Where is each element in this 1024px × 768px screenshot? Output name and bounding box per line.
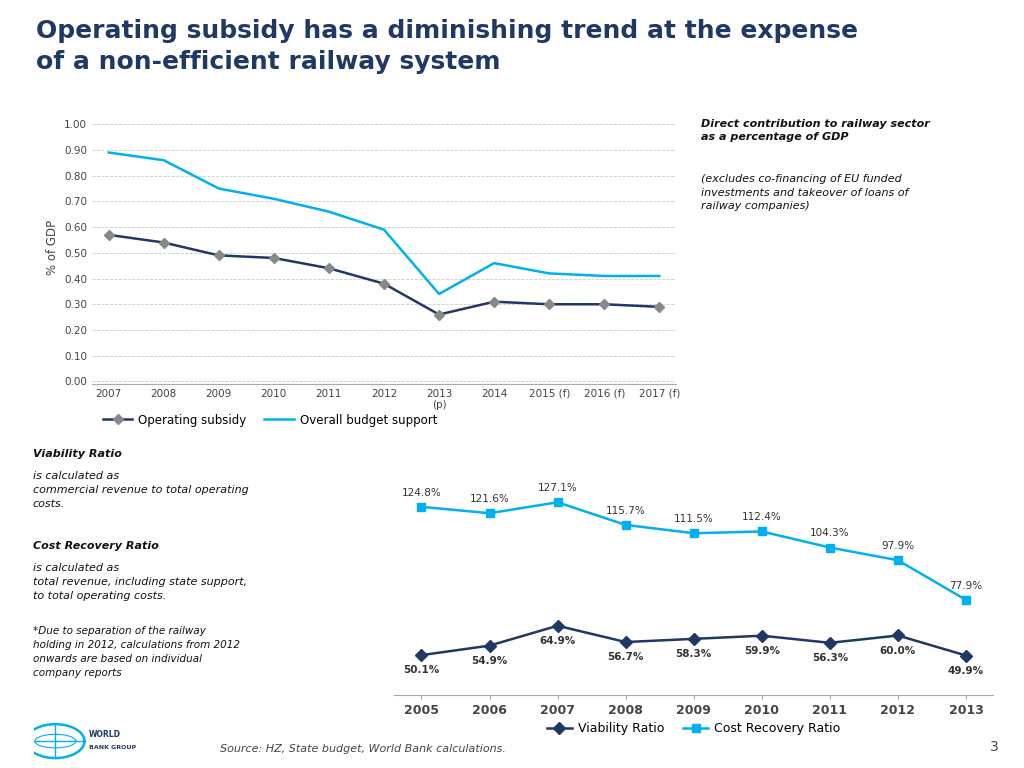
Text: BANK GROUP: BANK GROUP — [89, 745, 136, 750]
Text: is calculated as
commercial revenue to total operating
costs.: is calculated as commercial revenue to t… — [33, 471, 249, 508]
Text: 111.5%: 111.5% — [674, 514, 714, 524]
Text: 115.7%: 115.7% — [606, 506, 645, 516]
Text: (excludes co-financing of EU funded
investments and takeover of loans of
railway: (excludes co-financing of EU funded inve… — [701, 174, 909, 210]
Text: WORLD: WORLD — [89, 730, 121, 739]
Legend: Operating subsidy, Overall budget support: Operating subsidy, Overall budget suppor… — [98, 409, 441, 432]
Text: Direct contribution to railway sector
as a percentage of GDP: Direct contribution to railway sector as… — [701, 119, 930, 142]
Text: 58.3%: 58.3% — [676, 649, 712, 659]
Text: 59.9%: 59.9% — [743, 646, 780, 656]
Text: 124.8%: 124.8% — [401, 488, 441, 498]
Text: 112.4%: 112.4% — [742, 512, 781, 522]
Text: of a non-efficient railway system: of a non-efficient railway system — [36, 50, 501, 74]
Text: 104.3%: 104.3% — [810, 528, 850, 538]
Y-axis label: % of GDP: % of GDP — [46, 220, 58, 275]
Text: Operating subsidy has a diminishing trend at the expense: Operating subsidy has a diminishing tren… — [36, 19, 858, 43]
Text: 56.3%: 56.3% — [812, 653, 848, 663]
Text: Source: HZ, State budget, World Bank calculations.: Source: HZ, State budget, World Bank cal… — [220, 744, 506, 754]
Text: 97.9%: 97.9% — [882, 541, 914, 551]
Text: 3: 3 — [989, 740, 998, 754]
Text: 60.0%: 60.0% — [880, 646, 916, 656]
Text: Cost Recovery Ratio: Cost Recovery Ratio — [33, 541, 159, 551]
Text: 121.6%: 121.6% — [470, 494, 509, 504]
Text: 64.9%: 64.9% — [540, 636, 575, 646]
Text: Viability Ratio: Viability Ratio — [33, 449, 122, 459]
Text: 50.1%: 50.1% — [403, 665, 439, 675]
Text: 56.7%: 56.7% — [607, 652, 644, 662]
Text: is calculated as
total revenue, including state support,
to total operating cost: is calculated as total revenue, includin… — [33, 563, 247, 601]
Legend: Viability Ratio, Cost Recovery Ratio: Viability Ratio, Cost Recovery Ratio — [542, 717, 846, 740]
Text: *Due to separation of the railway
holding in 2012, calculations from 2012
onward: *Due to separation of the railway holdin… — [33, 626, 240, 678]
Text: 77.9%: 77.9% — [949, 581, 983, 591]
Text: 127.1%: 127.1% — [538, 483, 578, 493]
Text: 49.9%: 49.9% — [948, 666, 984, 676]
Text: 54.9%: 54.9% — [471, 656, 508, 666]
